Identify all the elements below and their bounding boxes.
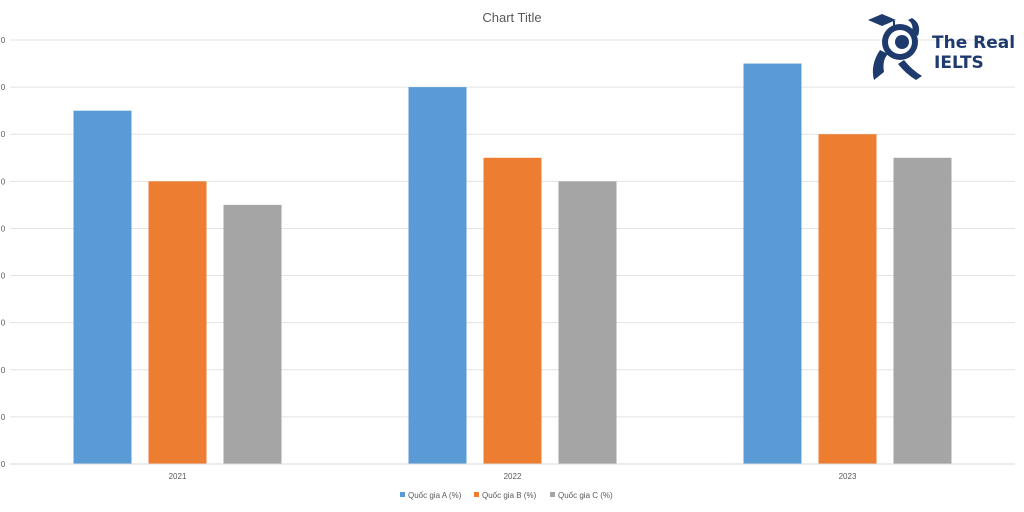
bar-2021-series-3 (223, 204, 282, 464)
y-tick-label: 0 (1, 366, 6, 375)
legend-swatch (400, 492, 405, 497)
bar-2023-series-1 (743, 63, 802, 465)
y-tick-label: 0 (1, 177, 6, 186)
bar-2021-series-1 (73, 110, 132, 465)
bar-2023-series-2 (818, 134, 877, 464)
legend-label: Quốc gia B (%) (482, 491, 537, 500)
y-axis-tick-labels: 0 0 0 0 0 0 0 0 0 0 (1, 36, 6, 469)
legend-label: Quốc gia A (%) (408, 491, 462, 500)
y-tick-label: 0 (1, 319, 6, 328)
y-tick-label: 0 (1, 224, 6, 233)
y-tick-label: 0 (1, 130, 6, 139)
chart-title: Chart Title (482, 10, 541, 25)
bar-2022-series-2 (483, 157, 542, 464)
x-tick-label: 2023 (839, 472, 857, 481)
legend: Quốc gia A (%) Quốc gia B (%) Quốc gia C (… (400, 491, 613, 500)
bar-2022-series-1 (408, 87, 467, 464)
bar-2021-series-2 (148, 181, 207, 465)
logo-text-line2: IELTS (934, 53, 984, 73)
y-tick-label: 0 (1, 36, 6, 45)
legend-swatch (550, 492, 555, 497)
y-tick-label: 0 (1, 413, 6, 422)
bar-2023-series-3 (893, 157, 952, 464)
legend-swatch (474, 492, 479, 497)
x-axis-tick-labels: 2021 2022 2023 (169, 472, 857, 481)
the-real-ielts-logo: The Real IELTS (868, 14, 1015, 80)
y-tick-label: 0 (1, 460, 6, 469)
y-tick-label: 0 (1, 272, 6, 281)
graduation-owl-icon (868, 14, 922, 80)
bars (73, 63, 952, 465)
x-tick-label: 2021 (169, 472, 187, 481)
legend-label: Quốc gia C (%) (558, 491, 613, 500)
logo-text-line1: The Real (932, 33, 1015, 53)
x-tick-label: 2022 (504, 472, 522, 481)
y-tick-label: 0 (1, 83, 6, 92)
bar-2022-series-3 (558, 181, 617, 465)
